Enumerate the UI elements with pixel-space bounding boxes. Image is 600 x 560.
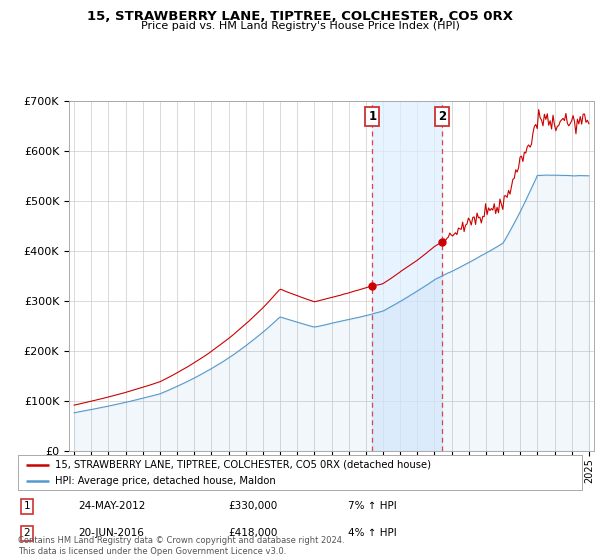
Text: 15, STRAWBERRY LANE, TIPTREE, COLCHESTER, CO5 0RX: 15, STRAWBERRY LANE, TIPTREE, COLCHESTER…	[87, 10, 513, 23]
Text: 20-JUN-2016: 20-JUN-2016	[78, 528, 144, 538]
Text: 24-MAY-2012: 24-MAY-2012	[78, 501, 145, 511]
Text: 2: 2	[23, 528, 31, 538]
Text: 15, STRAWBERRY LANE, TIPTREE, COLCHESTER, CO5 0RX (detached house): 15, STRAWBERRY LANE, TIPTREE, COLCHESTER…	[55, 460, 431, 470]
Text: 7% ↑ HPI: 7% ↑ HPI	[348, 501, 397, 511]
Text: Contains HM Land Registry data © Crown copyright and database right 2024.
This d: Contains HM Land Registry data © Crown c…	[18, 536, 344, 556]
Text: Price paid vs. HM Land Registry's House Price Index (HPI): Price paid vs. HM Land Registry's House …	[140, 21, 460, 31]
Text: HPI: Average price, detached house, Maldon: HPI: Average price, detached house, Mald…	[55, 477, 275, 486]
Text: 1: 1	[23, 501, 31, 511]
Text: 4% ↑ HPI: 4% ↑ HPI	[348, 528, 397, 538]
Text: 2: 2	[438, 110, 446, 123]
Bar	[373, 101, 442, 451]
Text: 1: 1	[368, 110, 376, 123]
Text: £418,000: £418,000	[228, 528, 277, 538]
Text: £330,000: £330,000	[228, 501, 277, 511]
